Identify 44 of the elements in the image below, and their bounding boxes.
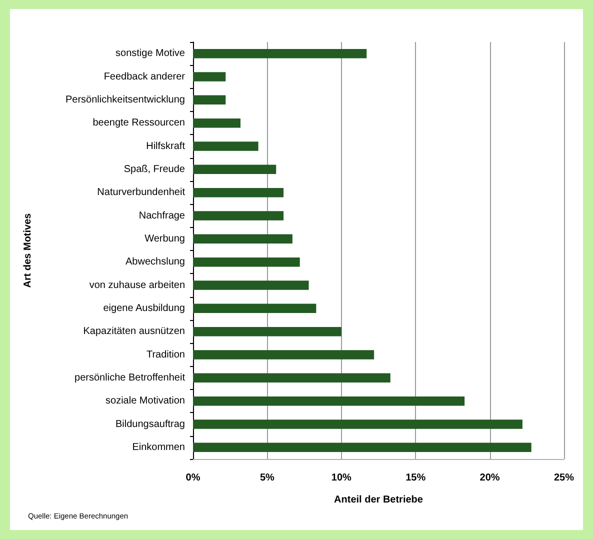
bar	[193, 48, 367, 58]
bar	[193, 304, 316, 314]
x-tick-label: 20%	[480, 472, 500, 484]
y-tick-label: persönliche Betroffenheit	[74, 372, 186, 384]
y-tick-label: Naturverbundenheit	[97, 187, 186, 198]
bar	[193, 442, 532, 452]
y-tick-label: soziale Motivation	[106, 396, 185, 407]
bar	[193, 234, 292, 244]
y-tick-label: von zuhause arbeiten	[89, 280, 185, 291]
y-tick-label: Kapazitäten ausnützen	[83, 326, 185, 338]
bar	[193, 350, 374, 360]
bar	[193, 373, 390, 383]
y-tick-label: Tradition	[146, 349, 185, 360]
bar	[193, 72, 226, 82]
bar	[193, 257, 300, 267]
bar	[193, 211, 284, 220]
bar	[193, 396, 465, 406]
y-tick-label: Hilfskraft	[146, 140, 186, 152]
x-tick-label: 0%	[186, 472, 200, 484]
y-tick-label: Spaß, Freude	[124, 164, 186, 175]
y-tick-label: Nachfrage	[138, 210, 186, 222]
x-axis-title: Anteil der Betriebe	[334, 494, 424, 506]
x-tick-label: 5%	[260, 472, 275, 484]
y-tick-label: beengte Ressourcen	[92, 118, 185, 129]
bar	[193, 326, 342, 336]
y-tick-label: Bildungsauftrag	[116, 418, 185, 430]
bar	[193, 164, 276, 174]
y-tick-label: sonstige Motive	[116, 48, 186, 60]
bar	[193, 95, 226, 105]
y-tick-label: Abwechslung	[126, 256, 185, 268]
y-tick-label: Werbung	[144, 233, 185, 244]
y-axis-title: Art des Motives	[22, 212, 34, 288]
y-tick-label: Persönlichkeitsentwicklung	[65, 94, 185, 106]
bar	[193, 420, 522, 429]
bar	[193, 188, 284, 198]
x-tick-label: 25%	[554, 472, 574, 484]
y-tick-label: eigene Ausbildung	[103, 302, 185, 314]
y-tick-label: Feedback anderer	[104, 71, 186, 82]
bar	[193, 142, 258, 151]
bar	[193, 118, 240, 128]
y-tick-label: Einkommen	[132, 442, 185, 453]
bar	[193, 280, 309, 290]
x-tick-label: 10%	[331, 472, 352, 484]
x-tick-label: 15%	[406, 472, 426, 484]
